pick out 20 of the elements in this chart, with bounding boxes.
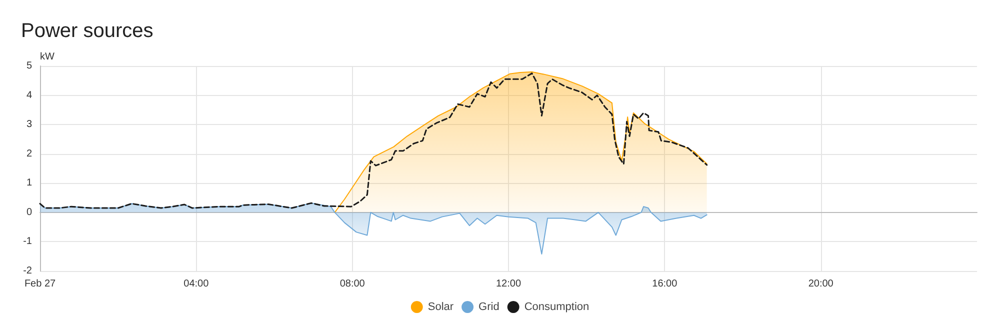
y-tick-label: 2 bbox=[26, 148, 32, 160]
y-tick-label: -1 bbox=[23, 236, 32, 248]
y-tick-label: 3 bbox=[26, 119, 32, 130]
legend-label: Solar bbox=[428, 301, 454, 313]
x-tick-label: 04:00 bbox=[184, 278, 210, 290]
y-tick-label: 1 bbox=[26, 178, 32, 189]
chart-title: Power sources bbox=[21, 20, 154, 42]
y-tick-label: 0 bbox=[26, 206, 32, 218]
y-tick-label: 4 bbox=[26, 90, 32, 101]
y-axis-title: kW bbox=[40, 52, 55, 62]
legend-label: Consumption bbox=[524, 301, 590, 313]
x-tick-label: 20:00 bbox=[808, 278, 834, 290]
line-series bbox=[39, 72, 708, 209]
legend-label: Grid bbox=[478, 301, 500, 313]
y-tick-label: 5 bbox=[26, 60, 32, 72]
x-tick-label: 16:00 bbox=[652, 278, 678, 290]
y-tick-label: -2 bbox=[23, 266, 32, 276]
x-tick-label: Feb 27 bbox=[24, 278, 56, 290]
x-tick-label: 08:00 bbox=[340, 278, 366, 290]
x-tick-label: 12:00 bbox=[496, 278, 522, 290]
